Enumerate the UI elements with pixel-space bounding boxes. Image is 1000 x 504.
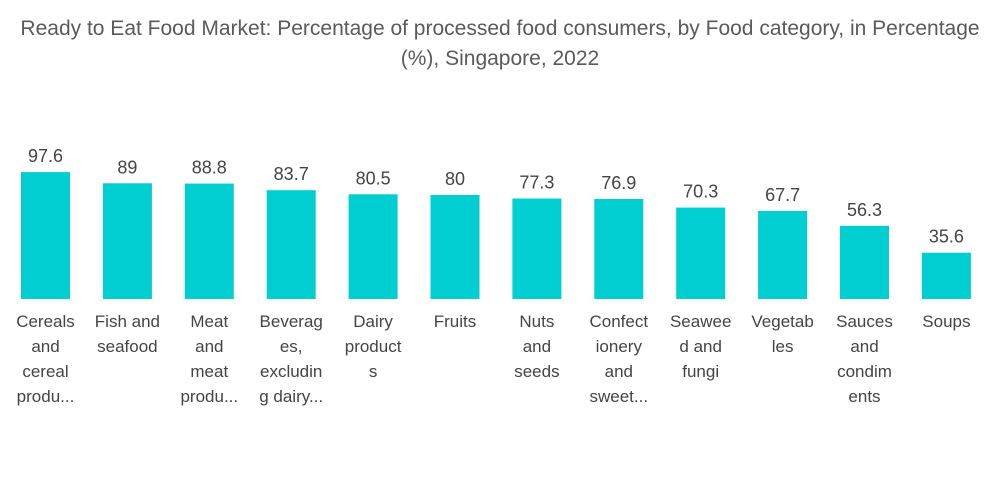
category-label-1-line-1: seafood: [97, 337, 158, 356]
category-label-3-line-3: g dairy...: [259, 387, 323, 406]
category-label-2-line-3: produ...: [180, 387, 238, 406]
category-label-8-line-0: Seawee: [670, 312, 731, 331]
category-label-7-line-3: sweet...: [590, 387, 649, 406]
value-labels-layer: 97.6 89 88.8 83.7 80.5 80 77.3 76.9 70.3 67.7 56.3…: [28, 146, 964, 247]
category-label-7-line-1: ionery: [596, 337, 643, 356]
category-label-3-line-1: es,: [280, 337, 303, 356]
value-label-0: 97.6: [28, 146, 63, 166]
category-labels-layer: Cereals and cereal produ... Fish and seafood M…: [16, 312, 970, 406]
category-label-7-line-0: Confect: [590, 312, 649, 331]
category-label-2-line-2: meat: [190, 362, 228, 381]
value-label-10: 56.3: [847, 200, 882, 220]
category-label-9-line-1: les: [772, 337, 794, 356]
category-label-2-line-1: and: [195, 337, 223, 356]
bar-7: [594, 199, 644, 299]
category-label-10-line-1: and: [850, 337, 878, 356]
bar-6: [512, 198, 562, 299]
chart-title-text: Ready to Eat Food Market: Percentage of …: [20, 17, 980, 70]
value-label-2: 88.8: [192, 158, 227, 178]
category-label-0-line-1: and: [31, 337, 59, 356]
category-label-10-line-3: ents: [848, 387, 880, 406]
bar-8: [676, 207, 726, 299]
value-label-8: 70.3: [683, 182, 718, 202]
category-label-1-line-0: Fish and: [95, 312, 160, 331]
category-label-10: Sauces and condim ents: [836, 312, 893, 406]
category-label-2-line-0: Meat: [190, 312, 228, 331]
chart-title: Ready to Eat Food Market: Percentage of …: [0, 14, 1000, 74]
category-label-0-line-3: produ...: [17, 387, 75, 406]
category-label-10-line-0: Sauces: [836, 312, 893, 331]
category-label-3-line-0: Beverag: [260, 312, 323, 331]
bar-9: [758, 211, 808, 299]
category-label-0: Cereals and cereal produ...: [16, 312, 75, 406]
bar-1: [102, 183, 152, 299]
category-label-7: Confect ionery and sweet...: [590, 312, 649, 406]
bar-10: [840, 225, 889, 299]
category-label-6-line-1: and: [523, 337, 551, 356]
category-label-3: Beverag es, excludin g dairy...: [259, 312, 323, 406]
bar-11: [921, 252, 971, 299]
category-label-6-line-2: seeds: [514, 362, 559, 381]
value-label-9: 67.7: [765, 185, 800, 205]
category-label-5-line-0: Fruits: [434, 312, 477, 331]
value-label-6: 77.3: [519, 173, 554, 193]
bar-3: [266, 190, 316, 299]
bars-layer: [21, 172, 971, 299]
category-label-7-line-2: and: [605, 362, 633, 381]
category-label-11-line-0: Soups: [922, 312, 970, 331]
category-label-0-line-2: cereal: [22, 362, 68, 381]
bar-5: [430, 195, 480, 299]
category-label-4-line-0: Dairy: [353, 312, 393, 331]
value-label-5: 80: [445, 169, 465, 189]
category-label-1: Fish and seafood: [95, 312, 160, 356]
bar-2: [184, 183, 234, 299]
bar-4: [348, 194, 398, 299]
value-label-11: 35.6: [929, 227, 964, 247]
category-label-9-line-0: Vegetab: [751, 312, 813, 331]
category-label-8-line-2: fungi: [682, 362, 719, 381]
category-label-6: Nuts and seeds: [514, 312, 559, 381]
value-label-7: 76.9: [601, 173, 636, 193]
category-label-8: Seawee d and fungi: [670, 312, 731, 381]
value-label-3: 83.7: [274, 164, 309, 184]
category-label-0-line-0: Cereals: [16, 312, 75, 331]
category-label-2: Meat and meat produ...: [180, 312, 238, 406]
value-label-4: 80.5: [356, 168, 391, 188]
category-label-4: Dairy product s: [345, 312, 402, 381]
category-label-3-line-2: excludin: [260, 362, 322, 381]
category-label-6-line-0: Nuts: [519, 312, 554, 331]
category-label-4-line-1: product: [345, 337, 402, 356]
category-label-9: Vegetab les: [751, 312, 813, 356]
category-label-8-line-1: d and: [679, 337, 722, 356]
value-label-1: 89: [117, 157, 137, 177]
bar-0: [21, 172, 70, 299]
category-label-5: Fruits: [434, 312, 477, 331]
category-label-4-line-2: s: [369, 362, 378, 381]
category-label-11: Soups: [922, 312, 970, 331]
category-label-10-line-2: condim: [837, 362, 892, 381]
